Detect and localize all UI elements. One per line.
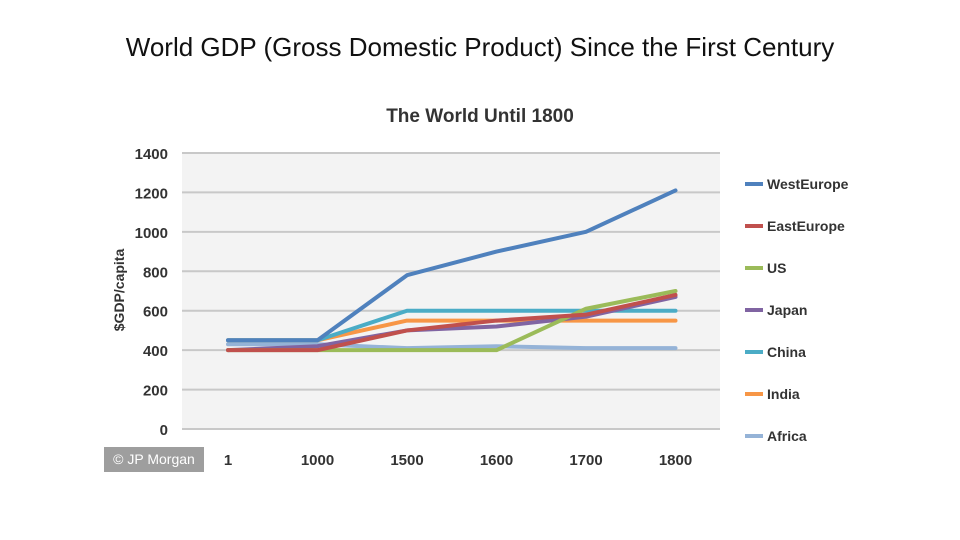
copyright-watermark: © JP Morgan: [104, 447, 204, 472]
legend-entry: EastEurope: [767, 218, 845, 234]
legend: WestEurope EastEurope US Japan China India Afr…: [745, 176, 849, 444]
legend-entry: China: [767, 344, 806, 360]
y-tick-label: 0: [160, 422, 168, 439]
y-tick-labels: 0 200 400 600 800 1000 1200 1400: [135, 146, 168, 439]
series-line-westeurope: [226, 188, 678, 343]
x-tick-label: 1500: [390, 452, 423, 469]
slide-title: World GDP (Gross Domestic Product) Since…: [125, 32, 835, 62]
x-tick-label: 1600: [480, 452, 513, 469]
plot-background: [182, 153, 720, 429]
series-line-africa: [226, 342, 678, 351]
legend-entry: Africa: [767, 428, 807, 444]
x-tick-label: 1800: [659, 452, 692, 469]
chart-title: The World Until 1800: [386, 106, 574, 127]
y-tick-label: 200: [143, 383, 168, 400]
legend-entry: WestEurope: [767, 176, 849, 192]
legend-entry: India: [767, 386, 800, 402]
legend-entry: Japan: [767, 302, 807, 318]
series-line-easteurope: [226, 292, 678, 353]
legend-entry: US: [767, 260, 786, 276]
series-lines: [226, 188, 678, 353]
y-tick-label: 1000: [135, 225, 168, 242]
y-tick-label: 1200: [135, 185, 168, 202]
y-tick-label: 400: [143, 343, 168, 360]
x-tick-label: 1700: [569, 452, 602, 469]
x-tick-label: 1: [224, 452, 232, 469]
y-tick-label: 600: [143, 304, 168, 321]
y-axis-label: $GDP/capita: [111, 249, 127, 332]
line-chart: The World Until 1800 $GDP/capita 0 200 400…: [111, 106, 849, 469]
y-tick-label: 800: [143, 264, 168, 281]
y-tick-label: 1400: [135, 146, 168, 163]
x-tick-labels: 1 1000 1500 1600 1700 1800: [224, 452, 692, 469]
x-tick-label: 1000: [301, 452, 334, 469]
